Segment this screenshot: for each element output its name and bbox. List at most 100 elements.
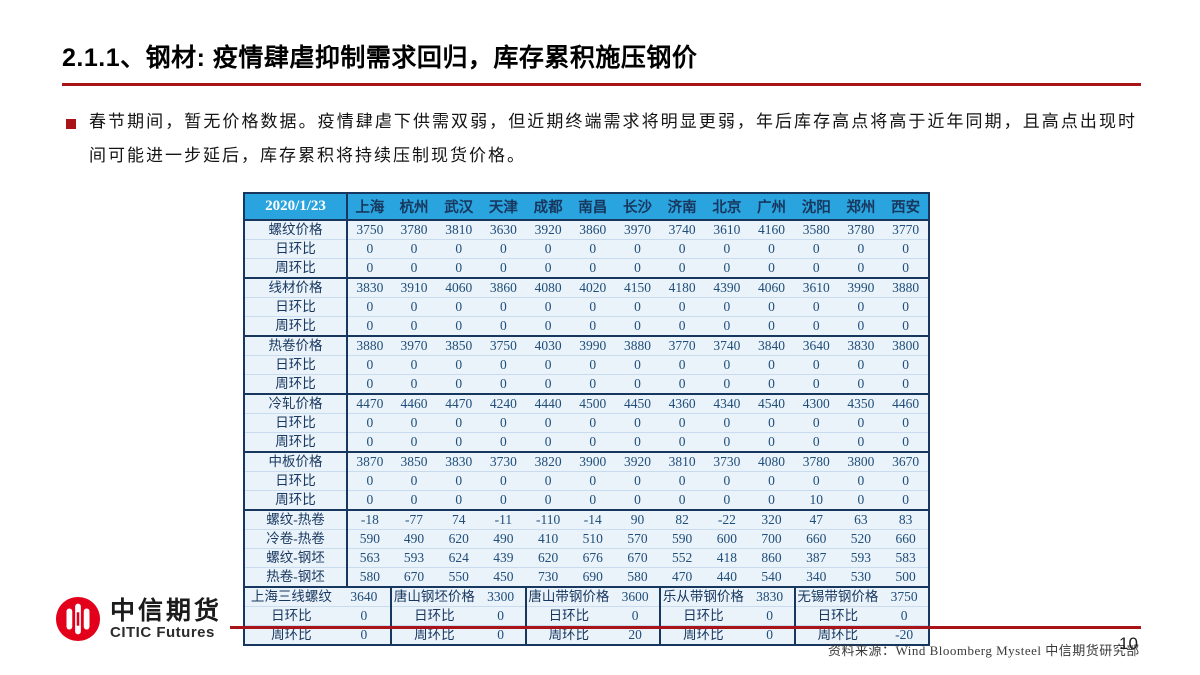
table-cell: 0 (793, 258, 839, 278)
table-cell: 620 (436, 529, 482, 549)
row-label: 周环比 (795, 625, 881, 644)
table-cell: 0 (481, 316, 526, 336)
bottom-subtable-3: 乐从带钢价格 3830 日环比 0 周环比 0 (659, 588, 794, 644)
table-cell: 0 (611, 606, 659, 626)
table-row: 日环比 0 0 0 0 0 0 0 0 0 0 0 0 0 (245, 239, 928, 259)
table-cell: 0 (525, 355, 571, 375)
row-label: 日环比 (245, 355, 348, 375)
table-cell: 3730 (489, 454, 517, 469)
table-cell: 3920 (623, 454, 651, 469)
table-cell: 0 (391, 355, 437, 375)
table-cell: 3830 (445, 454, 473, 469)
table-cell: 0 (481, 239, 526, 259)
table-cell: 4390 (713, 280, 741, 295)
table-cell: 0 (347, 355, 392, 375)
row-label: 唐山钢坯价格 (393, 589, 475, 604)
table-cell: 0 (615, 413, 660, 433)
table-cell: 0 (793, 432, 839, 452)
table-cell: 0 (749, 490, 794, 510)
table-cell: 3750 (890, 589, 918, 604)
table-cell: 4030 (534, 338, 562, 353)
table-cell: 0 (704, 471, 750, 491)
row-label: 日环比 (526, 606, 612, 626)
bottom-subtable-0: 上海三线螺纹 3640 日环比 0 周环比 0 (245, 588, 390, 644)
table-cell: 0 (659, 297, 705, 317)
table-cell: -11 (494, 512, 513, 527)
table-cell: 676 (570, 548, 616, 568)
table-cell: 3990 (847, 280, 875, 295)
row-label: 冷轧价格 (245, 394, 348, 414)
table-cell: 0 (391, 413, 437, 433)
table-row: 周环比 0 0 0 0 0 0 0 0 0 0 0 0 0 (245, 258, 928, 278)
table-cell: 4300 (802, 396, 830, 411)
table-cell: 4150 (623, 280, 651, 295)
table-cell: 0 (883, 490, 928, 510)
table-cell: 0 (793, 374, 839, 394)
table-cell: 0 (615, 258, 660, 278)
table-cell: 4160 (758, 222, 786, 237)
bottom-subtable-grid: 乐从带钢价格 3830 日环比 0 周环比 0 (661, 588, 794, 644)
citic-logo-text: 中信期货 CITIC Futures (110, 598, 222, 641)
table-cell: 3810 (668, 454, 696, 469)
table-cell: 593 (838, 548, 884, 568)
row-label: 周环比 (245, 316, 348, 336)
table-cell: 0 (391, 471, 437, 491)
table-cell: 0 (883, 471, 928, 491)
table-cell: 3830 (847, 338, 875, 353)
price-section-2: 热卷价格 3880 3970 3850 3750 4030 3990 3880 3770 3740… (245, 336, 928, 394)
table-cell: 0 (615, 355, 660, 375)
table-cell: 0 (481, 355, 526, 375)
table-cell: 0 (704, 239, 750, 259)
table-cell: 0 (391, 490, 437, 510)
table-cell: 0 (391, 316, 437, 336)
table-cell: 0 (570, 297, 616, 317)
table-cell: 0 (749, 258, 794, 278)
table-cell: 0 (749, 374, 794, 394)
table-cell: 0 (883, 316, 928, 336)
table-cell: 0 (838, 413, 884, 433)
table-cell: 3820 (534, 454, 562, 469)
table-cell: 0 (615, 297, 660, 317)
table-cell: 340 (793, 567, 839, 586)
table-row: 乐从带钢价格 3830 (661, 588, 794, 607)
price-section-1: 线材价格 3830 3910 4060 3860 4080 4020 4150 4180 4390… (245, 278, 928, 336)
table-cell: 0 (347, 316, 392, 336)
table-cell: 0 (391, 239, 437, 259)
table-cell: 3670 (892, 454, 920, 469)
table-cell: 4470 (445, 396, 473, 411)
table-row: 螺纹价格 3750 3780 3810 3630 3920 3860 3970 3740 3610… (245, 220, 928, 240)
table-cell: 0 (570, 490, 616, 510)
table-cell: 0 (659, 490, 705, 510)
table-cell: 439 (481, 548, 526, 568)
page-number: 10 (1119, 634, 1138, 653)
row-label: 周环比 (526, 625, 612, 644)
row-label: 热卷-钢坯 (245, 567, 348, 586)
table-cell: 0 (659, 316, 705, 336)
table-cell: -18 (360, 512, 379, 527)
table-cell: 4460 (400, 396, 428, 411)
table-cell: 0 (659, 374, 705, 394)
table-cell: 3770 (668, 338, 696, 353)
table-cell: 3970 (400, 338, 428, 353)
table-cell: 600 (704, 529, 750, 549)
city-header: 郑州 (838, 194, 884, 221)
table-cell: 0 (793, 355, 839, 375)
bottom-tables-row: 上海三线螺纹 3640 日环比 0 周环比 0 唐山钢坯价格 3300 日环比 0 周环比 0 唐山带钢… (245, 586, 928, 644)
table-cell: 0 (391, 297, 437, 317)
table-cell: 0 (337, 606, 390, 626)
table-cell: 0 (476, 625, 525, 644)
price-section-3: 冷轧价格 4470 4460 4470 4240 4440 4500 4450 4360 4340… (245, 394, 928, 452)
table-cell: 0 (570, 355, 616, 375)
table-cell: 4060 (758, 280, 786, 295)
table-cell: 4080 (534, 280, 562, 295)
table-cell: -14 (583, 512, 602, 527)
table-cell: 0 (749, 297, 794, 317)
row-label: 周环比 (245, 374, 348, 394)
table-cell: 3810 (445, 222, 473, 237)
table-cell: 0 (615, 490, 660, 510)
row-label: 日环比 (661, 606, 746, 626)
table-cell: 3780 (400, 222, 428, 237)
table-cell: 0 (838, 297, 884, 317)
city-header: 武汉 (436, 194, 482, 221)
table-cell: 0 (436, 355, 482, 375)
